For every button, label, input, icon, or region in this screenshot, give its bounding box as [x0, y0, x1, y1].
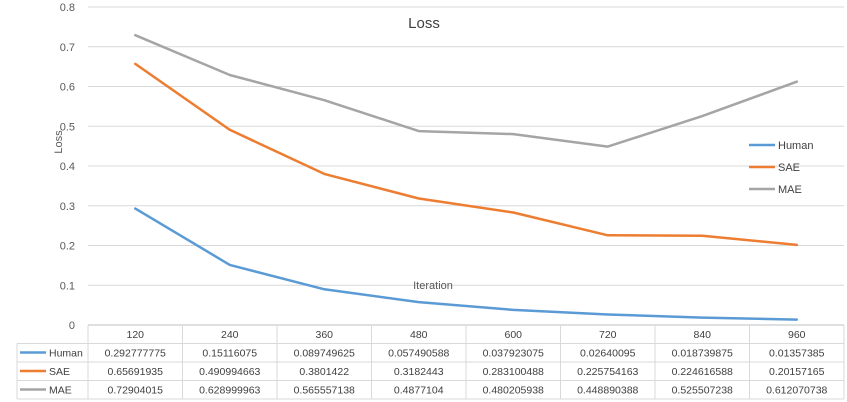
x-tick-label: 480 — [410, 329, 428, 341]
legend-label: MAE — [778, 184, 802, 196]
table-row-header: Human — [49, 348, 83, 360]
table-cell: 0.490994663 — [199, 366, 260, 378]
table-cell: 0.3801422 — [299, 366, 349, 378]
table-cell: 0.448890388 — [577, 385, 638, 397]
legend-label: Human — [778, 140, 813, 152]
table-cell: 0.72904015 — [108, 385, 164, 397]
table-cell: 0.018739875 — [672, 348, 733, 360]
y-tick-label: 0.1 — [60, 280, 75, 292]
data-table: 120 240 360 480 600 720 840 960 Human 0.292777775… — [16, 324, 845, 400]
x-tick-label: 840 — [693, 329, 711, 341]
legend: Human SAE MAE — [749, 140, 813, 196]
table-row-header: SAE — [49, 366, 70, 378]
series-line-mae — [134, 33, 799, 148]
y-tick-label: 0.2 — [60, 241, 75, 253]
x-tick-label: 120 — [126, 329, 144, 341]
table-cell: 0.089749625 — [294, 348, 355, 360]
y-axis-label: Loss — [53, 130, 65, 154]
table-cell: 0.283100488 — [483, 366, 544, 378]
table-cell: 0.612070738 — [766, 385, 827, 397]
table-cell: 0.225754163 — [577, 366, 638, 378]
table-row-header: MAE — [49, 385, 72, 397]
table-cell: 0.628999963 — [199, 385, 260, 397]
table-cell: 0.15116075 — [202, 348, 257, 360]
y-tick-label: 0.6 — [60, 82, 75, 94]
y-tick-label: 0 — [69, 320, 75, 332]
x-tick-label: 360 — [315, 329, 333, 341]
x-tick-label: 720 — [599, 329, 617, 341]
series-lines — [134, 33, 799, 321]
table-cell: 0.037923075 — [483, 348, 544, 360]
table-cell: 0.565557138 — [294, 385, 355, 397]
series-line-sae — [134, 62, 799, 247]
x-tick-label: 240 — [221, 329, 239, 341]
x-axis-label: Iteration — [413, 280, 453, 292]
y-tick-label: 0.3 — [60, 201, 75, 213]
series-line-human — [134, 207, 799, 321]
table-cell: 0.65691935 — [108, 366, 164, 378]
legend-label: SAE — [778, 162, 800, 174]
y-tick-label: 0.5 — [60, 121, 75, 133]
table-cell: 0.3182443 — [394, 366, 444, 378]
y-tick-label: 0.8 — [60, 2, 75, 14]
x-tick-label: 960 — [788, 329, 806, 341]
y-tick-label: 0.4 — [60, 161, 75, 173]
y-tick-label: 0.7 — [60, 42, 75, 54]
table-cell: 0.4877104 — [394, 385, 444, 397]
gridlines — [88, 6, 844, 326]
chart-title: Loss — [408, 15, 440, 32]
table-cell: 0.525507238 — [672, 385, 733, 397]
table-cell: 0.480205938 — [483, 385, 544, 397]
table-cell: 0.224616588 — [672, 366, 733, 378]
table-cell: 0.292777775 — [105, 348, 166, 360]
y-axis-ticks: 0 0.1 0.2 0.3 0.4 0.5 0.6 0.7 0.8 — [60, 2, 75, 332]
table-cell: 0.02640095 — [580, 348, 636, 360]
table-cell: 0.057490588 — [388, 348, 449, 360]
table-cell: 0.01357385 — [769, 348, 825, 360]
x-tick-label: 600 — [504, 329, 522, 341]
table-cell: 0.20157165 — [769, 366, 825, 378]
